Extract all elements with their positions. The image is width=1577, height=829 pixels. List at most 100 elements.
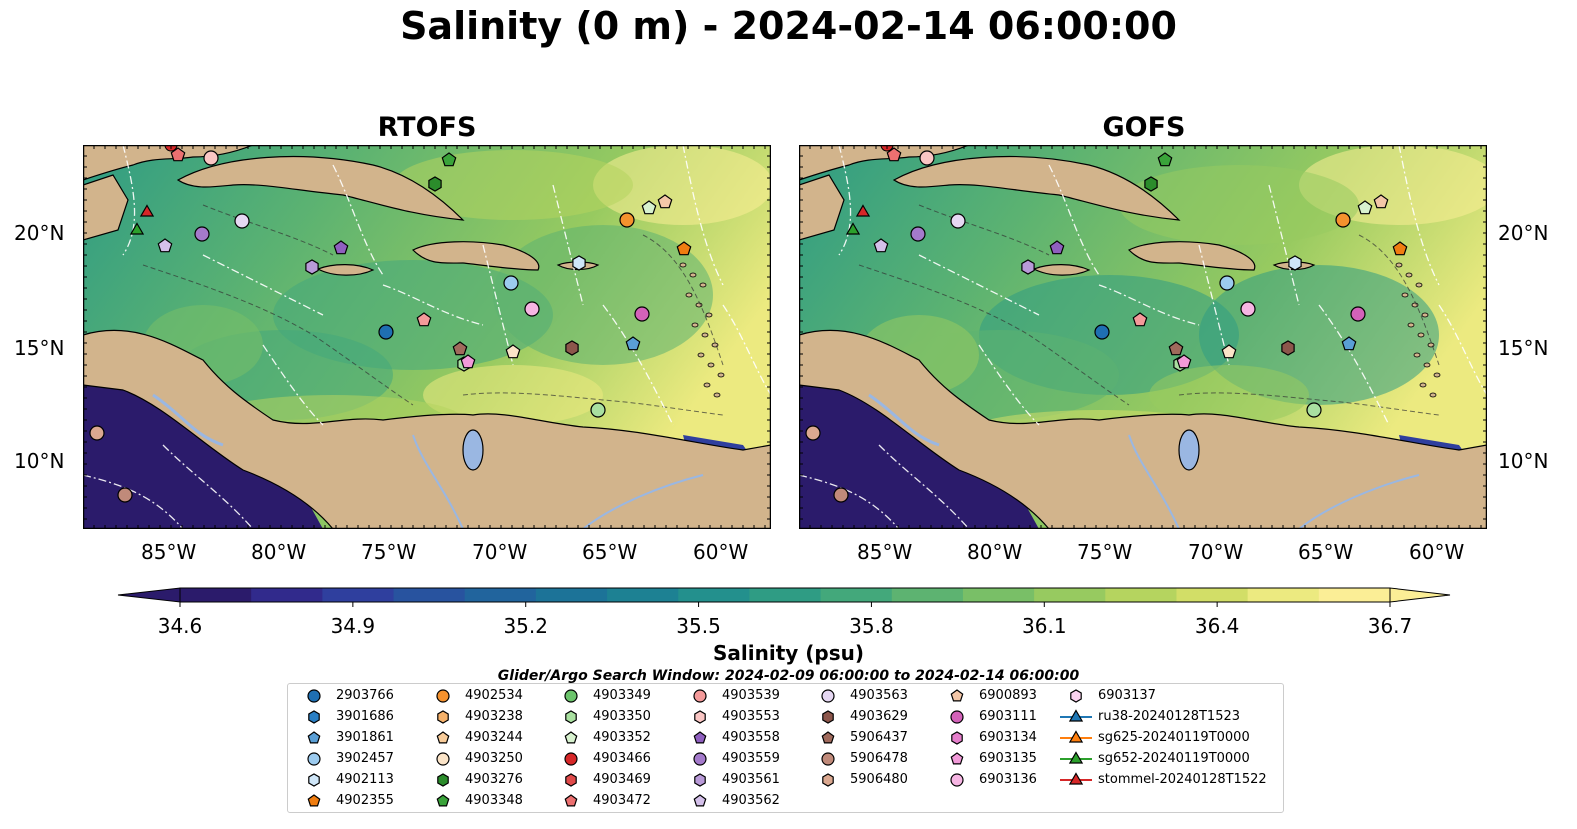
float-marker — [657, 194, 673, 209]
float-marker — [117, 487, 133, 503]
island — [1411, 302, 1419, 308]
latitude-tick-label-right: 10°N — [1498, 449, 1549, 473]
central-south-america-land — [83, 329, 771, 529]
float-marker — [129, 222, 145, 235]
salinity-colorbar — [117, 587, 1451, 607]
legend-marker-icon — [694, 773, 706, 787]
longitude-tick-label: 80°W — [967, 540, 1023, 564]
legend-marker-icon — [308, 710, 320, 724]
colorbar-frame — [179, 587, 1391, 603]
colorbar-segment — [891, 588, 964, 602]
salinity-map-rtofs — [83, 145, 771, 529]
salinity-map-gofs — [799, 145, 1487, 529]
island — [703, 382, 711, 388]
eez-boundary — [799, 474, 900, 529]
legend-item-label: 4903348 — [465, 793, 523, 808]
colorbar-segment — [1318, 588, 1391, 602]
colorbar-segment — [678, 588, 750, 602]
legend-marker-icon — [564, 689, 578, 703]
latitude-tick-label-right: 20°N — [1498, 221, 1549, 245]
legend-marker-icon — [821, 689, 835, 703]
float-marker — [1373, 194, 1389, 209]
legend-item-label: 3902457 — [336, 751, 394, 766]
eez-boundary — [1398, 145, 1440, 286]
eez-boundary — [1438, 304, 1487, 396]
island — [1419, 382, 1427, 388]
float-marker — [1281, 340, 1295, 356]
bathymetry-contour — [918, 204, 1050, 256]
legend-item-label: 4902534 — [465, 688, 523, 703]
colorbar-segment — [749, 588, 822, 602]
float-marker — [234, 213, 250, 229]
latitude-tick-label-left: 15°N — [14, 336, 65, 360]
island — [705, 312, 713, 318]
float-marker — [950, 213, 966, 229]
float-marker — [634, 306, 650, 322]
colorbar-segment — [251, 588, 323, 602]
legend-item-label: 4903563 — [850, 688, 908, 703]
river — [152, 393, 224, 447]
legend-item-label: stommel-20240128T1522 — [1098, 772, 1267, 787]
salinity-patch — [1149, 365, 1309, 425]
eez-boundary — [202, 254, 324, 316]
float-marker — [378, 324, 394, 340]
legend-item-label: 4903352 — [593, 730, 651, 745]
salinity-patch — [393, 150, 633, 220]
legend-item-label: 4903562 — [722, 793, 780, 808]
island — [679, 262, 687, 268]
bathymetry-contour — [202, 204, 334, 256]
colorbar-segment — [820, 588, 893, 602]
float-marker — [89, 425, 105, 441]
legend-item-label: 5906437 — [850, 730, 908, 745]
map-frame — [83, 145, 771, 529]
river — [1298, 474, 1420, 529]
legend-marker-icon — [307, 794, 321, 807]
bathymetry-contour — [858, 264, 1130, 406]
float-marker — [441, 152, 457, 167]
float-marker — [305, 259, 319, 275]
island — [1405, 272, 1413, 278]
island — [713, 392, 721, 398]
float-marker — [565, 340, 579, 356]
eez-boundary — [262, 344, 324, 426]
float-marker — [203, 150, 219, 166]
legend-marker-icon — [950, 710, 964, 724]
maracaibo-lake — [1178, 429, 1200, 471]
float-marker — [1176, 354, 1192, 369]
island — [1429, 392, 1437, 398]
legend-marker-icon — [564, 731, 578, 744]
legend-item-label: 4903561 — [722, 772, 780, 787]
hispaniola-land — [411, 241, 540, 271]
longitude-tick-label: 75°W — [361, 540, 417, 564]
island — [1413, 352, 1421, 358]
eez-boundary — [602, 304, 674, 426]
colorbar-segment — [1105, 588, 1177, 602]
legend-item-label: 6903111 — [979, 709, 1037, 724]
legend-marker-icon — [693, 794, 707, 807]
jamaica-land — [316, 264, 375, 276]
legend-marker-icon — [821, 731, 835, 744]
legend-marker-icon — [950, 773, 964, 787]
float-marker — [1350, 306, 1366, 322]
bathymetry-contour — [1178, 392, 1440, 416]
float-marker — [641, 200, 657, 215]
float-marker — [194, 226, 210, 242]
jamaica-land — [1032, 264, 1091, 276]
colorbar-segment — [1247, 588, 1320, 602]
float-marker — [1049, 240, 1065, 255]
float-marker — [619, 212, 635, 228]
island — [1407, 322, 1415, 328]
central-south-america-land — [799, 329, 1487, 529]
colorbar-segment — [607, 588, 679, 602]
float-marker — [157, 238, 173, 253]
legend-item-label: 4903350 — [593, 709, 651, 724]
legend: 2903766 3901686 3901861 3902457 4902113 49023… — [287, 683, 1284, 813]
float-marker — [590, 402, 606, 418]
float-marker — [1341, 336, 1357, 351]
legend-item-label: 4903250 — [465, 751, 523, 766]
island — [1415, 282, 1423, 288]
legend-marker-icon — [1060, 751, 1092, 764]
legend-marker-icon — [565, 710, 577, 724]
legend-marker-icon — [1060, 772, 1092, 785]
legend-marker-icon — [437, 773, 449, 787]
